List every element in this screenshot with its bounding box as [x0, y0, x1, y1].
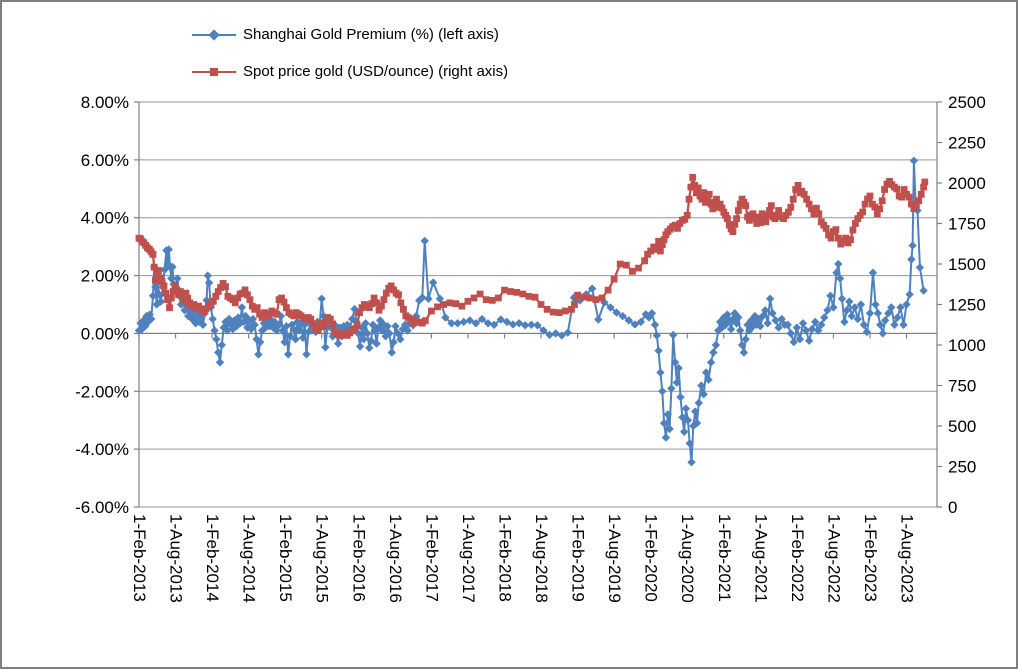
svg-text:1000: 1000	[948, 336, 986, 355]
svg-text:500: 500	[948, 417, 976, 436]
svg-text:1-Feb-2015: 1-Feb-2015	[276, 514, 295, 602]
svg-text:1-Aug-2014: 1-Aug-2014	[240, 514, 259, 603]
svg-text:2000: 2000	[948, 174, 986, 193]
svg-text:1-Feb-2021: 1-Feb-2021	[715, 514, 734, 602]
svg-text:1-Aug-2022: 1-Aug-2022	[824, 514, 843, 603]
svg-text:-6.00%: -6.00%	[75, 498, 129, 517]
chart-legend: Shanghai Gold Premium (%) (left axis) Sp…	[192, 24, 508, 98]
svg-text:1-Aug-2018: 1-Aug-2018	[532, 514, 551, 603]
svg-text:-2.00%: -2.00%	[75, 382, 129, 401]
legend-line-square-marker	[192, 66, 236, 77]
legend-item-premium: Shanghai Gold Premium (%) (left axis)	[192, 24, 508, 45]
svg-text:1-Feb-2023: 1-Feb-2023	[861, 514, 880, 602]
svg-text:1-Aug-2020: 1-Aug-2020	[678, 514, 697, 603]
svg-text:1-Feb-2013: 1-Feb-2013	[130, 514, 149, 602]
svg-text:1250: 1250	[948, 296, 986, 315]
svg-text:2500: 2500	[948, 93, 986, 112]
svg-text:1-Aug-2013: 1-Aug-2013	[167, 514, 186, 603]
svg-text:2250: 2250	[948, 134, 986, 153]
svg-text:1-Feb-2022: 1-Feb-2022	[788, 514, 807, 602]
svg-text:1500: 1500	[948, 255, 986, 274]
svg-text:2.00%: 2.00%	[81, 267, 129, 286]
svg-text:-4.00%: -4.00%	[75, 440, 129, 459]
svg-text:1-Feb-2014: 1-Feb-2014	[203, 514, 222, 602]
svg-text:1-Feb-2018: 1-Feb-2018	[495, 514, 514, 602]
svg-text:1-Feb-2017: 1-Feb-2017	[422, 514, 441, 602]
svg-text:0: 0	[948, 498, 957, 517]
svg-text:1750: 1750	[948, 215, 986, 234]
svg-text:250: 250	[948, 458, 976, 477]
svg-text:1-Feb-2019: 1-Feb-2019	[569, 514, 588, 602]
svg-text:8.00%: 8.00%	[81, 93, 129, 112]
svg-text:1-Aug-2023: 1-Aug-2023	[898, 514, 917, 603]
svg-text:6.00%: 6.00%	[81, 151, 129, 170]
svg-text:1-Aug-2016: 1-Aug-2016	[386, 514, 405, 603]
legend-label: Spot price gold (USD/ounce) (right axis)	[243, 63, 509, 80]
svg-text:1-Feb-2016: 1-Feb-2016	[349, 514, 368, 602]
legend-line-diamond-marker	[192, 28, 236, 41]
legend-item-spot-price: Spot price gold (USD/ounce) (right axis)	[192, 61, 508, 82]
svg-text:1-Aug-2017: 1-Aug-2017	[459, 514, 478, 603]
left-axis-labels: 8.00% 6.00% 4.00% 2.00% 0.00% -2.00% -4.00% -6.…	[75, 93, 129, 517]
series-spot-price	[135, 173, 929, 339]
svg-text:1-Aug-2021: 1-Aug-2021	[751, 514, 770, 603]
square-markers	[135, 173, 929, 339]
svg-text:0.00%: 0.00%	[81, 324, 129, 343]
svg-text:1-Aug-2015: 1-Aug-2015	[313, 514, 332, 603]
x-axis-labels: 1-Feb-2013 1-Aug-2013 1-Feb-2014 1-Aug-2014…	[130, 514, 917, 603]
svg-text:750: 750	[948, 377, 976, 396]
svg-text:1-Aug-2019: 1-Aug-2019	[605, 514, 624, 603]
svg-text:1-Feb-2020: 1-Feb-2020	[642, 514, 661, 602]
svg-text:4.00%: 4.00%	[81, 209, 129, 228]
axes	[134, 101, 942, 508]
legend-label: Shanghai Gold Premium (%) (left axis)	[243, 26, 499, 43]
